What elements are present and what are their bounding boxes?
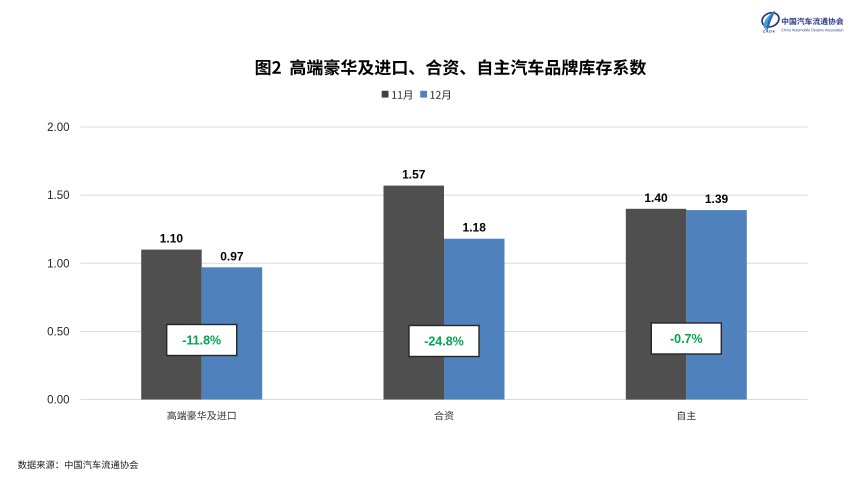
- svg-text:1.10: 1.10: [160, 232, 184, 246]
- svg-text:-24.8%: -24.8%: [424, 334, 464, 348]
- svg-text:1.00: 1.00: [47, 258, 69, 270]
- svg-text:2.00: 2.00: [47, 122, 69, 134]
- svg-text:1.50: 1.50: [47, 190, 69, 202]
- svg-text:0.00: 0.00: [47, 395, 69, 407]
- svg-text:-0.7%: -0.7%: [670, 332, 703, 346]
- svg-text:0.50: 0.50: [47, 327, 69, 339]
- svg-text:0.97: 0.97: [220, 249, 244, 263]
- svg-text:1.18: 1.18: [463, 221, 487, 235]
- svg-text:1.57: 1.57: [402, 168, 426, 182]
- svg-text:1.40: 1.40: [644, 191, 668, 205]
- svg-text:1.39: 1.39: [705, 192, 729, 206]
- svg-text:-11.8%: -11.8%: [182, 333, 221, 347]
